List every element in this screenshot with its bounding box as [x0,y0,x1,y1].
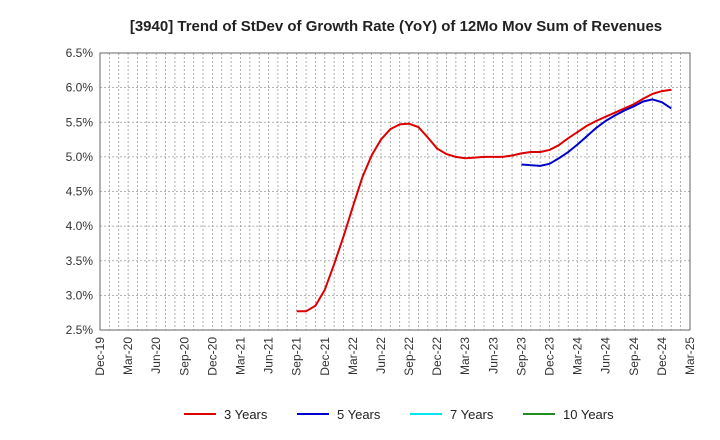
x-tick-label: Mar-22 [346,337,360,375]
series-line-5-years [521,98,672,167]
x-tick-label: Sep-20 [177,337,191,376]
y-tick-label: 5.5% [66,115,94,129]
plot-area [100,53,690,330]
x-axis-ticks: Dec-19 Mar-20 Jun-20 Sep-20 Dec-20 Mar-21 Jun-… [93,337,697,376]
legend: 3 Years 5 Years 7 Years 10 Years [184,407,614,422]
x-tick-label: Dec-22 [430,337,444,376]
x-tick-label: Sep-23 [514,337,528,376]
y-axis-ticks: 2.5% 3.0% 3.5% 4.0% 4.5% 5.0% 5.5% 6.0% 6.5% [66,46,94,337]
y-tick-label: 4.0% [66,219,94,233]
x-tick-label: Dec-23 [543,337,557,376]
x-tick-label: Sep-22 [402,337,416,376]
x-tick-label: Dec-21 [318,337,332,376]
plot-frame [99,52,691,331]
x-tick-label: Mar-21 [233,337,247,375]
series-line-3-years [296,88,672,313]
x-tick-label: Dec-20 [205,337,219,376]
chart-title: [3940] Trend of StDev of Growth Rate (Yo… [130,18,662,35]
x-tick-label: Jun-22 [374,337,388,374]
y-tick-label: 6.5% [66,46,94,60]
y-tick-label: 3.5% [66,254,94,268]
y-tick-label: 2.5% [66,323,94,337]
x-tick-label: Mar-24 [571,337,585,375]
x-tick-label: Dec-24 [655,337,669,376]
y-tick-label: 4.5% [66,185,94,199]
y-tick-label: 6.0% [66,81,94,95]
plot-background [100,53,690,330]
x-tick-label: Mar-20 [121,337,135,375]
x-tick-label: Jun-24 [599,337,613,374]
y-tick-label: 3.0% [66,288,94,302]
x-tick-label: Jun-23 [486,337,500,374]
legend-label: 3 Years [224,407,268,422]
y-tick-label: 5.0% [66,150,94,164]
x-tick-label: Mar-25 [683,337,697,375]
x-tick-label: Sep-24 [627,337,641,376]
x-tick-label: Mar-23 [458,337,472,375]
x-tick-label: Sep-21 [290,337,304,376]
plot-border [99,52,691,331]
series-lines [296,88,672,313]
legend-label: 5 Years [337,407,381,422]
legend-label: 7 Years [450,407,494,422]
x-tick-label: Jun-20 [149,337,163,374]
x-tick-label: Jun-21 [262,337,276,374]
x-tick-label: Dec-19 [93,337,107,376]
legend-label: 10 Years [563,407,614,422]
